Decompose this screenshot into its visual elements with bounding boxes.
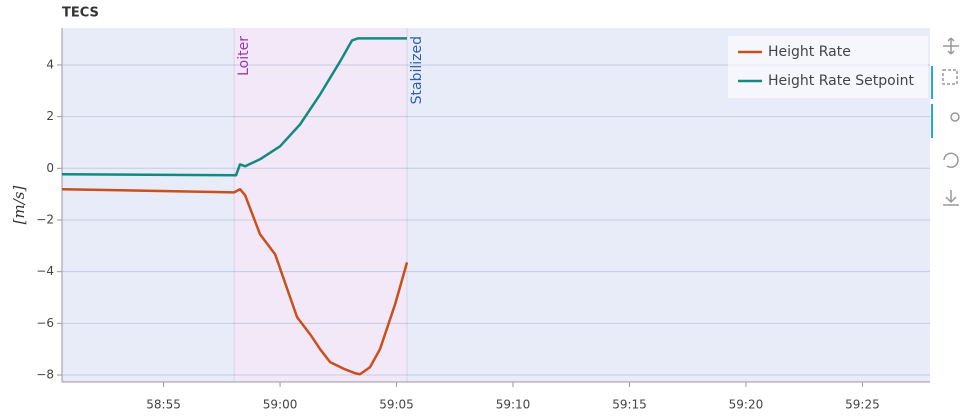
series-line [61, 187, 409, 376]
legend-box [728, 36, 928, 98]
pan-tool[interactable] [943, 37, 959, 55]
y-axis-label: [m/s] [10, 186, 28, 225]
legend-label: Height Rate Setpoint [768, 73, 914, 89]
x-tick-label: 59:10 [496, 398, 531, 412]
loiter-region [234, 28, 408, 382]
y-tick-label: −6 [36, 316, 54, 330]
y-tick-label: −2 [36, 212, 54, 226]
x-tick-label: 59:25 [845, 398, 880, 412]
x-tick-label: 59:00 [263, 398, 298, 412]
annotation-label: Loiter [236, 36, 252, 76]
x-tick-label: 58:55 [146, 398, 181, 412]
box-zoom-tool[interactable] [942, 69, 958, 85]
toolbar [931, 37, 960, 206]
x-tick-label: 59:15 [612, 398, 647, 412]
y-tick-label: 0 [46, 161, 54, 175]
x-tick-label: 59:20 [729, 398, 764, 412]
y-tick-label: −4 [36, 264, 54, 278]
annotation-label: Stabilized [409, 36, 425, 104]
y-tick-label: −8 [36, 368, 54, 382]
wheel-zoom-tool[interactable] [950, 112, 960, 122]
x-tick-label: 59:05 [379, 398, 414, 412]
legend-label: Height Rate [768, 44, 851, 60]
reset-tool[interactable] [943, 152, 959, 168]
y-tick-label: 4 [46, 57, 54, 71]
chart-title: TECS [62, 6, 99, 21]
series-line [61, 37, 408, 177]
y-tick-label: 2 [46, 109, 54, 123]
save-tool[interactable] [943, 190, 959, 206]
